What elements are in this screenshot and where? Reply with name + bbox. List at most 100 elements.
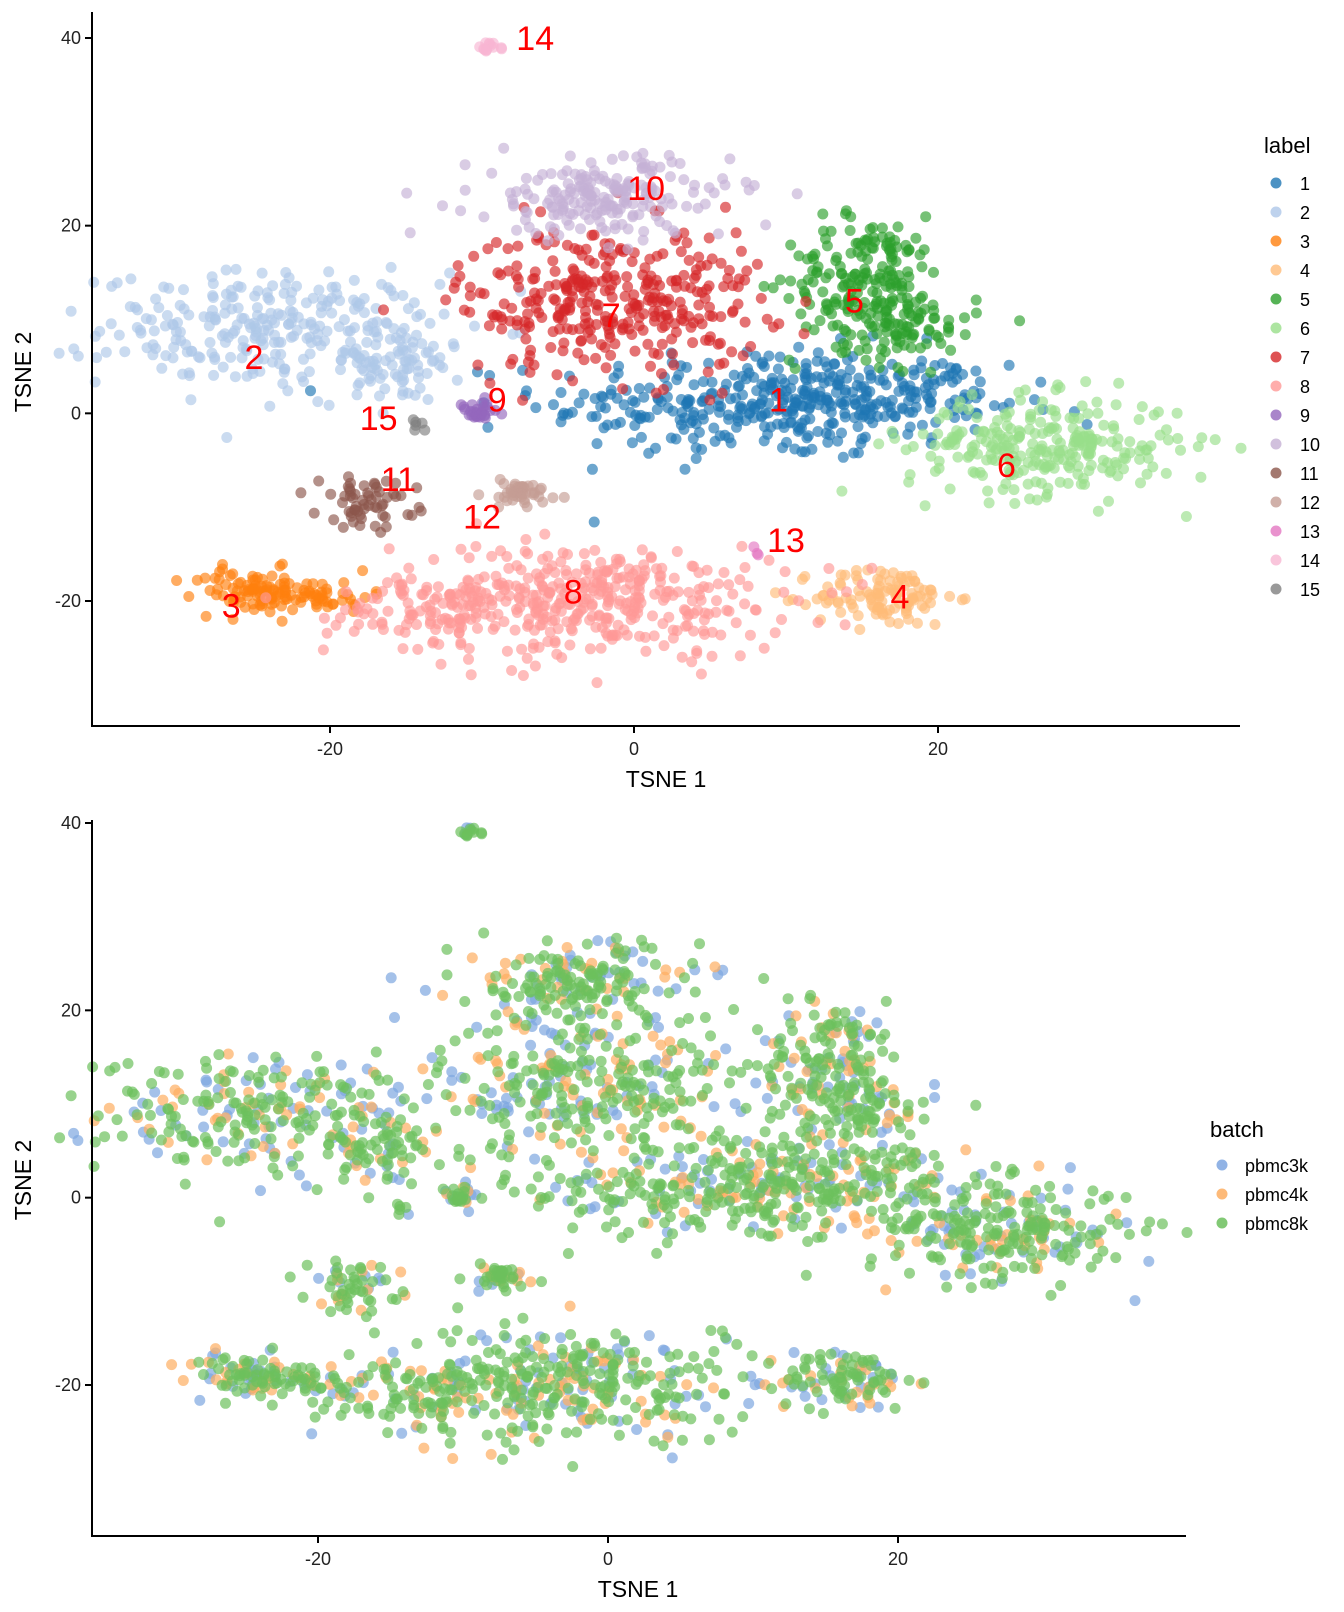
data-point [210,1343,221,1355]
data-point [796,573,808,585]
data-point [389,1012,400,1023]
x-axis-title: TSNE 1 [626,766,707,792]
data-point [754,1158,766,1170]
data-point [535,1121,547,1133]
data-point [699,198,711,210]
data-point [377,498,389,510]
data-point [565,1329,577,1340]
data-point [290,1117,302,1129]
data-point [886,248,898,260]
data-point [834,1388,846,1400]
data-point [893,597,905,609]
data-point [878,1212,890,1224]
data-point [349,303,360,315]
data-point [438,308,450,320]
data-point [828,1185,840,1197]
data-point [382,1074,394,1086]
data-point [287,604,299,616]
data-point [1013,386,1025,398]
data-point [979,1277,991,1289]
legend-title: label [1264,133,1310,158]
data-point [398,1166,410,1178]
data-point [507,353,519,365]
data-point [667,632,679,644]
data-point [520,534,532,545]
data-point [615,1123,627,1135]
data-point [311,1184,323,1196]
data-point [267,356,278,368]
data-point [521,385,532,397]
data-point [920,211,932,223]
data-point [457,581,469,593]
data-point [464,1104,476,1116]
data-point [966,389,978,401]
data-point [772,363,784,375]
data-point [585,190,597,202]
data-point [490,237,502,248]
data-point [220,264,232,276]
data-point [825,406,837,418]
data-point [767,282,779,294]
data-point [177,1094,189,1105]
data-point [575,1146,587,1158]
data-point [821,597,832,609]
data-point [663,149,675,161]
data-point [815,1071,827,1083]
data-point [643,1330,655,1342]
data-point [723,579,735,591]
data-point [892,362,904,374]
data-point [617,383,629,395]
data-point [876,343,888,355]
data-point [780,1398,792,1410]
data-point [326,1098,338,1110]
data-point [823,375,835,387]
data-point [861,273,873,285]
data-point [840,387,851,399]
data-point [293,1132,305,1144]
data-point [754,398,766,410]
data-point [770,587,781,599]
legend-label: 13 [1300,522,1320,542]
data-point [1042,482,1054,494]
data-point [648,1191,660,1203]
data-point [580,305,591,317]
data-point [174,1123,186,1135]
data-point [821,1087,832,1099]
data-point [247,1052,259,1064]
data-point [640,1143,652,1155]
data-point [643,411,655,423]
data-point [1181,1227,1193,1238]
data-point [924,396,936,408]
data-point [247,583,259,595]
data-point [866,1205,877,1217]
data-point [1075,1220,1087,1232]
data-point [839,411,851,423]
data-point [772,404,784,416]
data-point [401,619,412,631]
data-point [188,1136,200,1148]
data-point [214,566,226,578]
data-point [838,337,849,349]
data-point [852,421,864,433]
data-point [368,477,380,489]
data-point [1092,505,1104,517]
data-point [969,1171,981,1183]
data-point [769,627,781,639]
data-point [558,491,570,503]
data-point [855,381,867,393]
data-point [546,201,558,213]
data-point [496,323,508,335]
data-point [888,1051,900,1063]
data-point [219,1352,231,1364]
data-point [272,1103,284,1115]
data-point [323,266,335,278]
data-point [929,312,941,324]
data-point [553,1034,564,1046]
data-point [578,286,590,298]
data-point [736,540,748,552]
cluster-label: 11 [381,461,416,499]
data-point [487,309,499,321]
data-point [780,385,792,397]
data-point [760,1208,772,1220]
data-point [413,372,424,384]
